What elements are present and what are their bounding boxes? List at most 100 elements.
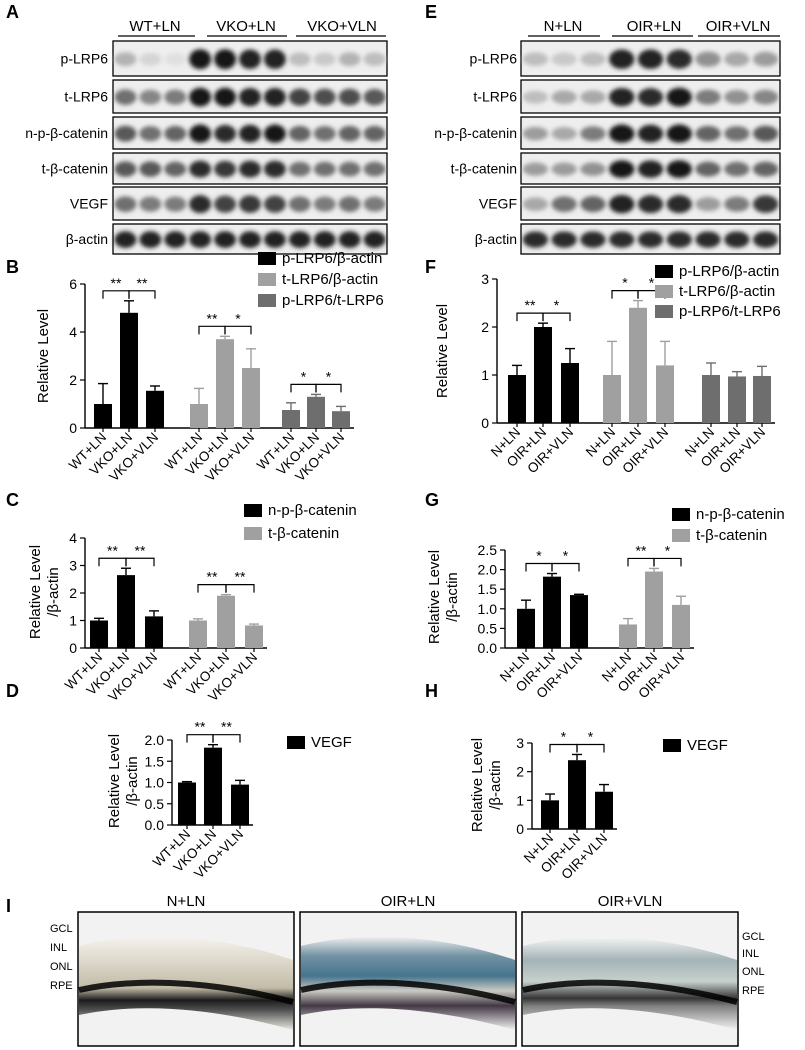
- bar: [217, 595, 235, 648]
- panel-letter-e: E: [425, 2, 437, 22]
- legend-label: t-β-catenin: [696, 527, 767, 544]
- y-tick-label: 1.0: [145, 775, 165, 791]
- significance-label: **: [207, 310, 218, 326]
- blot-band: [263, 231, 286, 248]
- significance-label: *: [301, 368, 307, 384]
- blot-band: [189, 49, 212, 70]
- significance-label: *: [554, 297, 560, 313]
- y-axis-label: Relative Level/β-actin: [27, 545, 62, 639]
- blot-band: [551, 231, 577, 248]
- y-tick-label: 3: [516, 735, 524, 751]
- blot-band: [214, 124, 237, 143]
- blot-band: [313, 161, 336, 177]
- significance-bracket: [611, 290, 639, 299]
- legend-swatch: [258, 294, 276, 307]
- y-axis-label-line: Relative Level: [434, 304, 451, 398]
- legend-swatch: [663, 739, 681, 752]
- y-tick-label: 4: [69, 324, 77, 340]
- legend-swatch: [244, 527, 262, 540]
- blot-band: [288, 161, 311, 177]
- blot-band: [551, 52, 577, 66]
- y-tick-label: 3: [69, 558, 77, 574]
- layer-label-left: RPE: [50, 980, 73, 992]
- blot-band: [666, 160, 692, 178]
- significance-label: *: [536, 548, 542, 564]
- bar: [204, 747, 222, 825]
- y-tick-label: 1.0: [478, 601, 498, 617]
- bar: [656, 365, 674, 423]
- legend-label: n-p-β-catenin: [268, 502, 357, 519]
- y-tick-label: 2: [481, 319, 489, 335]
- blot-band: [637, 124, 664, 143]
- significance-label: *: [561, 728, 567, 744]
- blot-band: [551, 162, 577, 176]
- y-tick-label: 6: [69, 276, 77, 292]
- significance-label: **: [195, 719, 206, 735]
- y-tick-label: 0.0: [145, 817, 165, 833]
- blot-band: [637, 195, 664, 214]
- blot-band: [189, 124, 212, 143]
- blot-band: [114, 196, 137, 212]
- blot-band: [263, 49, 286, 69]
- blot-band: [239, 160, 261, 178]
- blot-band: [609, 194, 635, 214]
- chart-g: 0.0 0.5 1.0 1.5 2.0 2.5 Relative Level/β-actin…: [426, 506, 785, 701]
- legend-swatch: [258, 273, 276, 286]
- blot-band: [139, 161, 162, 177]
- legend-label: t-LRP6/β-actin: [282, 271, 378, 288]
- significance-label: **: [111, 275, 122, 291]
- blot-band: [522, 231, 549, 248]
- significance-bracket: [198, 325, 226, 335]
- blot-band: [580, 231, 606, 248]
- y-axis-label-line: /β-actin: [487, 760, 504, 809]
- blot-band: [666, 231, 692, 248]
- blot-right: N+LN OIR+LN OIR+VLN p-LRP6 t-LRP6 n-p-β-caten…: [434, 18, 781, 255]
- legend-swatch: [672, 508, 690, 521]
- blot-band: [114, 125, 137, 142]
- bar: [619, 624, 637, 648]
- legend-swatch: [258, 252, 276, 265]
- significance-label: **: [137, 275, 148, 291]
- histology-panel: N+LN OIR+LN OIR+VLN GCL GCL INL INL ONL ONL RPE RP…: [50, 893, 765, 1047]
- blot-band: [580, 52, 606, 66]
- panel-letter-g: G: [425, 490, 439, 510]
- y-tick-label: 0: [69, 640, 77, 656]
- y-axis-label-line: /β-actin: [444, 572, 461, 621]
- blot-band: [139, 231, 162, 248]
- significance-bracket: [98, 557, 127, 567]
- blot-band: [363, 196, 386, 212]
- blot-band: [114, 52, 137, 67]
- blot-band: [551, 127, 577, 141]
- blot-band: [724, 161, 750, 177]
- blot-row-label: t-LRP6: [473, 89, 517, 105]
- blot-band: [363, 88, 386, 106]
- legend-swatch: [655, 285, 673, 298]
- layer-label-left: INL: [50, 942, 67, 954]
- blot-band: [263, 87, 286, 107]
- blot-band: [164, 161, 187, 177]
- significance-label: *: [622, 275, 628, 291]
- rpe-layer: [300, 979, 516, 1005]
- y-tick-label: 3: [481, 271, 489, 287]
- bar: [216, 339, 234, 428]
- y-tick-label: 2: [516, 764, 524, 780]
- legend-label: t-LRP6/β-actin: [679, 283, 775, 300]
- significance-label: **: [636, 542, 647, 558]
- bar: [332, 411, 350, 428]
- blot-band: [139, 52, 162, 66]
- panel-letter-i: I: [6, 896, 11, 916]
- blot-band: [580, 196, 606, 213]
- blot-band: [288, 52, 311, 66]
- significance-bracket: [516, 312, 544, 322]
- blot-band: [189, 87, 212, 107]
- bar: [189, 620, 207, 648]
- significance-bracket: [186, 734, 214, 743]
- blot-band: [164, 53, 187, 66]
- blot-band: [338, 88, 361, 106]
- bar: [178, 782, 196, 825]
- significance-label: **: [207, 569, 218, 585]
- bar: [728, 376, 746, 423]
- layer-label-right: RPE: [742, 985, 765, 997]
